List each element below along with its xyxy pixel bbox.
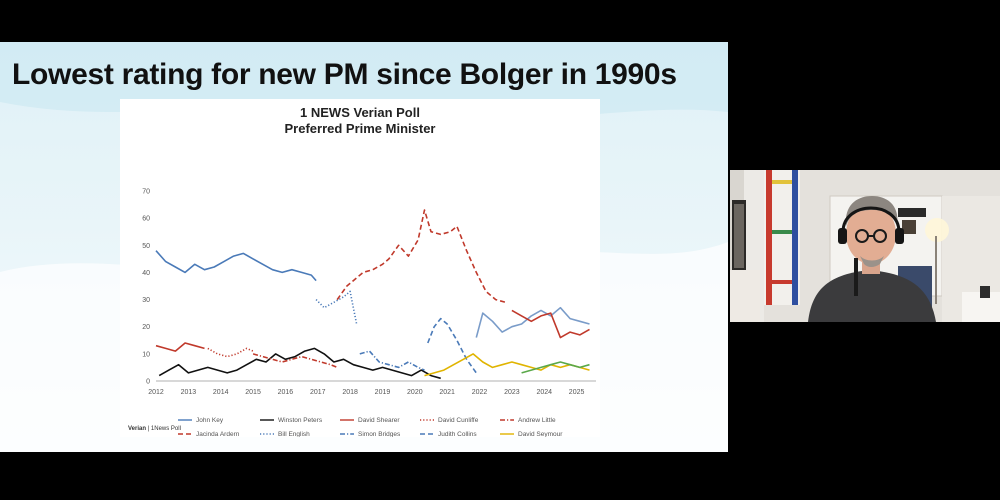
y-tick-label: 40 (142, 270, 150, 277)
legend-label: Bill English (278, 431, 310, 437)
x-tick-label: 2015 (245, 389, 261, 396)
x-tick-label: 2023 (504, 389, 520, 396)
footer-source: 1News Poll (150, 426, 181, 432)
line-chart: 0 10 20 30 40 50 60 70 2012 2013 2014 2015 2016 2017 2… (142, 189, 596, 437)
legend-label: Judith Collins (438, 431, 477, 437)
footer-brand: Verian (128, 426, 147, 432)
person-face (846, 204, 896, 264)
x-tick-label: 2016 (278, 389, 294, 396)
series-line-11 (511, 309, 590, 339)
chart-subtitle: Preferred Prime Minister (284, 121, 436, 136)
x-tick-label: 2021 (439, 389, 455, 396)
presentation-slide: Lowest rating for new PM since Bolger in… (0, 42, 728, 452)
series-line-2 (155, 342, 205, 352)
x-tick-label: 2018 (342, 389, 358, 396)
headset-mic (854, 258, 858, 296)
chart-title: 1 NEWS Verian Poll (300, 105, 420, 120)
x-tick-label: 2022 (472, 389, 488, 396)
series-line-0 (155, 250, 317, 282)
chart-legend: John Key Winston Peters David Shearer David… (178, 417, 563, 437)
webcam-video-tile (730, 170, 1000, 322)
x-tick-label: 2019 (375, 389, 391, 396)
legend-label: Winston Peters (278, 417, 323, 424)
chart-series (155, 209, 590, 380)
y-tick-label: 0 (146, 379, 150, 386)
webcam-feed (730, 170, 1000, 322)
x-tick-label: 2017 (310, 389, 326, 396)
chart-panel: 1 NEWS Verian Poll Preferred Prime Minis… (120, 99, 600, 437)
x-tick-label: 2014 (213, 389, 229, 396)
series-line-3 (207, 347, 254, 358)
x-tick-label: 2012 (148, 389, 164, 396)
legend-label: Andrew Little (518, 417, 556, 424)
chart-axes: 0 10 20 30 40 50 60 70 2012 2013 2014 2015 2016 2017 2… (142, 189, 596, 396)
legend-label: John Key (196, 417, 224, 424)
legend-label: David Seymour (518, 431, 563, 437)
wall-sign (898, 208, 926, 217)
footer-separator: | (147, 426, 150, 432)
legend-label: David Cunliffe (438, 417, 479, 424)
y-tick-label: 60 (142, 216, 150, 223)
legend-label: Jacinda Ardern (196, 431, 240, 437)
y-tick-label: 30 (142, 297, 150, 304)
y-tick-label: 20 (142, 324, 150, 331)
y-tick-label: 50 (142, 243, 150, 250)
x-tick-label: 2025 (569, 389, 585, 396)
x-tick-label: 2020 (407, 389, 423, 396)
y-tick-label: 10 (142, 351, 150, 358)
series-line-10 (475, 306, 590, 338)
series-line-6 (315, 290, 358, 325)
x-tick-label: 2024 (536, 389, 552, 396)
chart-footer: Verian | 1News Poll (128, 426, 181, 432)
series-line-8 (427, 317, 477, 374)
lamp (925, 218, 949, 242)
legend-label: David Shearer (358, 417, 400, 424)
legend-label: Simon Bridges (358, 431, 401, 437)
series-line-7 (359, 350, 425, 371)
person-torso (808, 270, 936, 322)
x-tick-label: 2013 (181, 389, 197, 396)
series-line-4 (252, 353, 338, 369)
slide-title: Lowest rating for new PM since Bolger in… (12, 58, 677, 91)
series-line-1 (158, 347, 441, 380)
series-line-9 (424, 353, 590, 377)
series-line-12 (521, 361, 590, 374)
series-line-5 (336, 209, 506, 304)
y-tick-label: 70 (142, 189, 150, 196)
